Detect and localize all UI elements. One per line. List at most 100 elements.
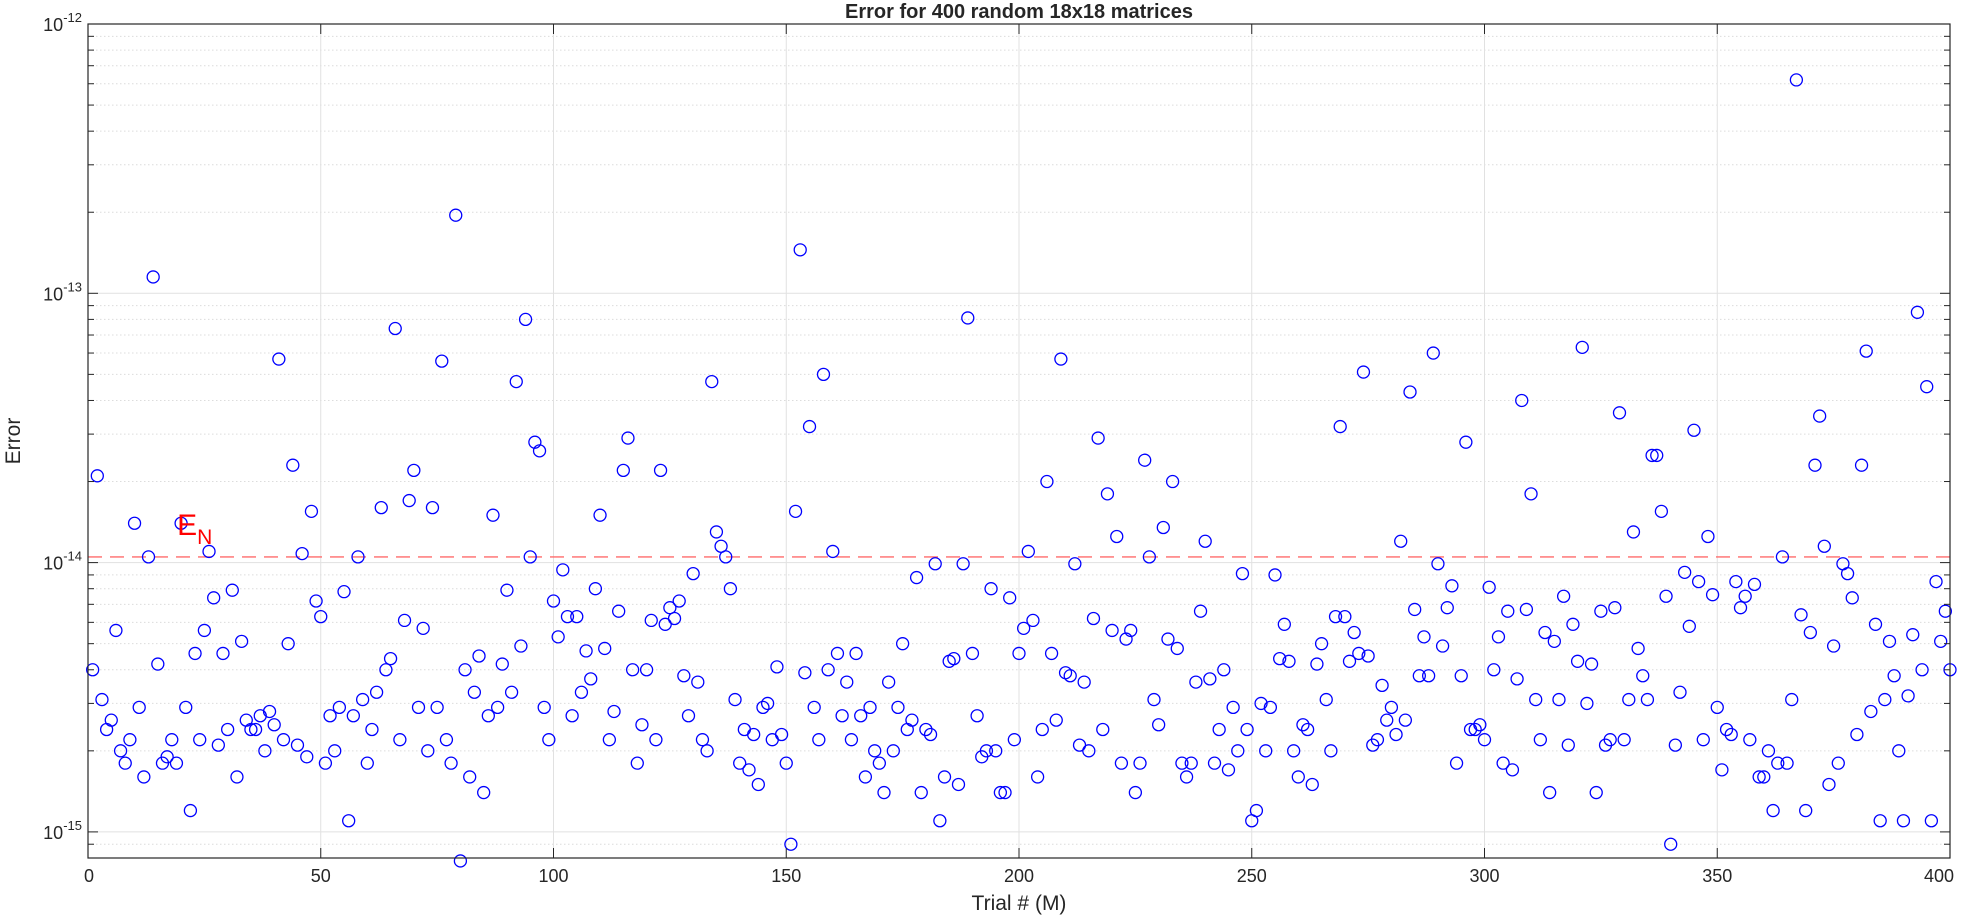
data-point bbox=[1314, 637, 1329, 651]
data-point bbox=[509, 374, 523, 389]
y-tick-base: 10 bbox=[43, 15, 63, 35]
data-point bbox=[123, 733, 137, 747]
data-point bbox=[1901, 689, 1915, 703]
data-point bbox=[1193, 604, 1208, 618]
markers-layer bbox=[86, 73, 1957, 868]
data-point bbox=[113, 744, 128, 758]
data-point bbox=[90, 469, 104, 483]
data-point bbox=[1817, 539, 1831, 553]
data-point bbox=[886, 744, 900, 758]
data-point bbox=[1561, 738, 1575, 752]
data-point bbox=[1030, 770, 1045, 784]
data-point bbox=[104, 713, 118, 727]
data-point bbox=[151, 657, 165, 671]
data-point bbox=[607, 704, 621, 719]
data-point bbox=[1426, 346, 1440, 360]
data-point bbox=[760, 696, 775, 711]
data-point bbox=[1664, 837, 1678, 851]
data-point bbox=[188, 646, 202, 661]
data-point bbox=[1421, 669, 1436, 683]
chart-title: Error for 400 random 18x18 matrices bbox=[845, 1, 1193, 23]
data-point bbox=[1403, 385, 1417, 399]
y-tick-label: 10-12 bbox=[43, 10, 82, 35]
data-point bbox=[1533, 733, 1548, 747]
data-point bbox=[1221, 763, 1236, 777]
data-point bbox=[1743, 733, 1757, 747]
data-point bbox=[430, 700, 444, 715]
data-point bbox=[1580, 696, 1594, 711]
data-point bbox=[1757, 770, 1771, 784]
data-point bbox=[365, 722, 379, 737]
data-point bbox=[1249, 803, 1264, 818]
data-point bbox=[807, 700, 821, 715]
data-point bbox=[337, 585, 351, 599]
y-tick-exponent: -14 bbox=[63, 549, 82, 564]
data-point bbox=[518, 312, 533, 327]
data-point bbox=[1021, 544, 1035, 559]
data-point bbox=[1100, 487, 1115, 501]
data-point bbox=[486, 508, 500, 522]
data-point bbox=[416, 621, 430, 635]
data-point bbox=[1175, 756, 1189, 770]
data-point bbox=[560, 609, 575, 624]
data-point bbox=[118, 756, 132, 770]
data-point bbox=[1291, 770, 1305, 784]
data-point bbox=[891, 700, 905, 715]
data-point bbox=[1212, 722, 1226, 737]
data-point bbox=[1505, 763, 1520, 777]
data-point bbox=[784, 837, 798, 851]
data-point bbox=[625, 663, 640, 677]
data-point bbox=[328, 744, 342, 758]
data-point bbox=[402, 493, 416, 508]
data-point bbox=[644, 613, 658, 628]
data-point bbox=[1147, 692, 1161, 707]
data-point bbox=[1394, 534, 1408, 548]
data-point bbox=[272, 352, 286, 366]
data-point bbox=[332, 700, 347, 715]
data-point bbox=[1915, 663, 1929, 677]
data-point bbox=[653, 463, 668, 478]
data-point bbox=[998, 785, 1012, 800]
data-point bbox=[1589, 785, 1603, 800]
data-point bbox=[1724, 727, 1738, 742]
data-point bbox=[472, 649, 486, 663]
data-point bbox=[1184, 756, 1198, 770]
data-point bbox=[467, 685, 482, 699]
data-point bbox=[1710, 700, 1724, 715]
data-point bbox=[1138, 453, 1152, 467]
data-point bbox=[179, 700, 193, 715]
data-point bbox=[1342, 654, 1357, 668]
data-point bbox=[1277, 617, 1291, 631]
x-tick-label: 350 bbox=[1702, 866, 1732, 886]
data-point bbox=[1878, 692, 1892, 707]
data-point bbox=[169, 756, 184, 770]
data-point bbox=[723, 582, 738, 596]
data-point bbox=[290, 738, 305, 752]
data-point bbox=[1938, 604, 1952, 618]
data-point bbox=[719, 550, 733, 564]
data-point bbox=[1286, 744, 1301, 758]
data-point bbox=[1910, 305, 1925, 319]
data-point bbox=[1640, 692, 1655, 707]
data-point bbox=[1361, 649, 1375, 663]
data-point bbox=[1659, 589, 1673, 603]
x-tick-labels: 0 50 100 150 200 250 300 350 400 bbox=[84, 866, 1954, 886]
data-point bbox=[1352, 646, 1366, 661]
y-tick-exponent: -12 bbox=[63, 10, 82, 25]
data-point bbox=[141, 550, 156, 564]
y-tick-exponent: -13 bbox=[63, 279, 82, 294]
data-point bbox=[1431, 557, 1445, 571]
data-point bbox=[1729, 574, 1743, 589]
data-point bbox=[812, 733, 826, 747]
data-point bbox=[1128, 785, 1143, 800]
data-point bbox=[1682, 619, 1696, 633]
data-point bbox=[453, 854, 468, 868]
data-point bbox=[477, 785, 491, 800]
data-point bbox=[1310, 657, 1324, 671]
y-tick-base: 10 bbox=[43, 554, 63, 574]
data-point bbox=[1417, 630, 1431, 644]
data-point bbox=[1780, 756, 1794, 770]
data-point bbox=[1491, 630, 1506, 644]
data-point bbox=[788, 504, 803, 518]
